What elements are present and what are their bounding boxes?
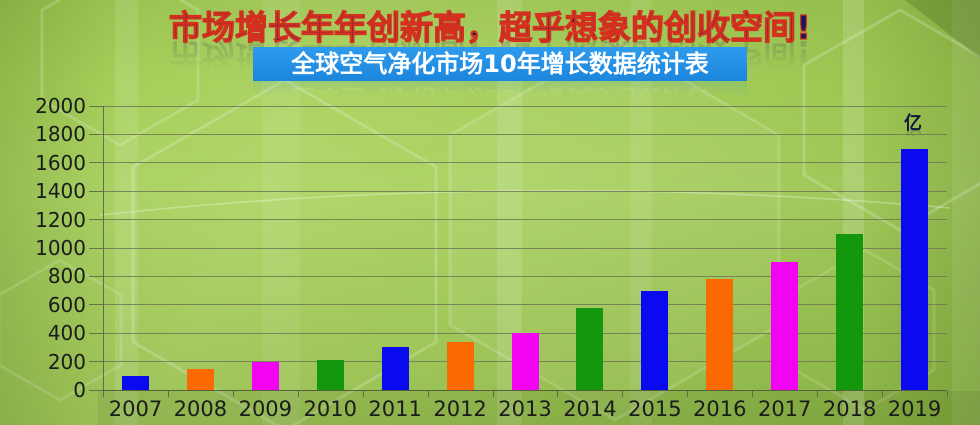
- x-axis-tick: [947, 391, 948, 397]
- gridline: [103, 219, 947, 221]
- y-axis-tick: [89, 105, 103, 107]
- x-axis-label: 2018: [822, 397, 877, 421]
- x-axis-label: 2019: [887, 397, 942, 421]
- bar-2011: [381, 347, 409, 390]
- y-axis-label: 800: [47, 264, 86, 289]
- x-axis-label: 2015: [628, 397, 682, 421]
- x-axis-tick: [622, 391, 624, 397]
- x-axis-tick: [752, 391, 754, 397]
- y-axis-label: 400: [47, 321, 86, 346]
- x-axis-tick: [167, 391, 169, 397]
- y-axis-tick: [89, 247, 103, 249]
- y-axis-label: 1000: [35, 236, 86, 260]
- gridline: [103, 133, 947, 135]
- below-axis-band: [98, 391, 980, 425]
- x-axis-tick: [427, 391, 429, 397]
- bar-2007: [121, 376, 149, 390]
- x-axis-tick: [882, 391, 884, 397]
- bar-2016: [706, 279, 734, 390]
- x-axis-label: 2008: [173, 397, 228, 421]
- x-axis-line: [103, 390, 947, 391]
- bar-2010: [316, 360, 344, 390]
- y-axis-tick: [89, 361, 103, 363]
- y-axis-tick: [89, 133, 103, 135]
- x-axis-label: 2014: [563, 397, 617, 421]
- unit-label: 亿: [904, 113, 922, 134]
- y-axis-tick: [89, 275, 103, 277]
- x-axis-label: 2011: [368, 397, 422, 421]
- x-axis-label: 2017: [757, 397, 812, 421]
- y-axis-line: [103, 106, 104, 390]
- x-axis-label: 2010: [303, 397, 357, 421]
- bar-2019: [901, 149, 929, 390]
- x-axis-tick: [557, 391, 559, 397]
- chart-title-banner: 全球空气净化市场10年增长数据统计表: [253, 47, 747, 81]
- bar-2015: [641, 291, 669, 390]
- bar-2012: [446, 342, 474, 390]
- bar-2008: [186, 369, 214, 390]
- bar-2018: [836, 234, 864, 390]
- x-axis-label: 2007: [108, 397, 163, 421]
- y-axis-label: 2000: [35, 94, 86, 118]
- x-axis-label: 2012: [433, 397, 487, 421]
- y-axis-label: 1400: [35, 179, 86, 204]
- slide-title: 市场增长年年创新高，超乎想象的创收空间!: [168, 7, 812, 47]
- y-axis-label: 1800: [35, 122, 86, 147]
- x-axis-tick: [492, 391, 494, 397]
- bar-2014: [576, 308, 604, 390]
- x-axis-tick: [297, 391, 299, 397]
- x-axis-label: 2013: [498, 397, 552, 421]
- y-axis-tick: [89, 304, 103, 306]
- x-axis-tick: [687, 391, 689, 397]
- y-axis-tick: [89, 162, 103, 164]
- y-axis-tick: [89, 190, 103, 192]
- x-axis-tick: [103, 391, 104, 397]
- gridline: [103, 275, 947, 277]
- x-axis-label: 2009: [238, 397, 293, 421]
- x-axis-tick: [817, 391, 819, 397]
- y-axis-tick: [89, 389, 103, 391]
- bar-2009: [251, 362, 279, 390]
- y-axis-label: 200: [47, 349, 86, 374]
- y-axis-label: 1600: [35, 150, 86, 175]
- bar-2017: [771, 262, 799, 390]
- gridline: [103, 105, 947, 107]
- x-axis-label: 2016: [693, 397, 747, 421]
- gridline: [103, 190, 947, 192]
- y-axis-label: 600: [47, 292, 86, 317]
- x-axis-tick: [232, 391, 234, 397]
- x-axis-tick: [362, 391, 364, 397]
- y-axis-tick: [89, 332, 103, 334]
- bar-2013: [511, 333, 539, 390]
- gridline: [103, 162, 947, 164]
- gridline: [103, 304, 947, 306]
- y-axis-label: 1200: [35, 207, 86, 232]
- gridline: [103, 247, 947, 249]
- y-axis-tick: [89, 219, 103, 221]
- y-axis-label: 0: [73, 378, 86, 402]
